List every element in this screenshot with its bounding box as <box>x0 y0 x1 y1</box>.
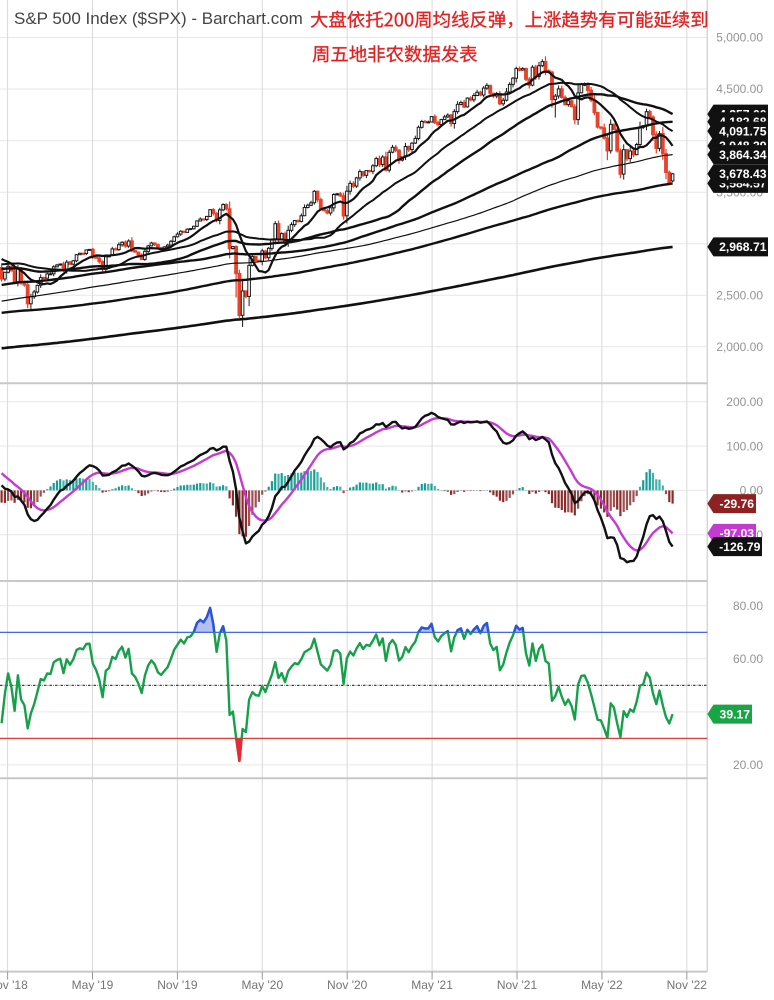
svg-text:S&P 500 Index ($SPX) - Barchar: S&P 500 Index ($SPX) - Barchart.com <box>14 9 303 28</box>
svg-text:5,000.00: 5,000.00 <box>716 31 763 45</box>
svg-text:Nov '20: Nov '20 <box>327 978 368 992</box>
svg-text:3,678.43: 3,678.43 <box>719 167 767 181</box>
svg-text:-126.79: -126.79 <box>719 540 761 554</box>
svg-text:Nov '19: Nov '19 <box>157 978 198 992</box>
svg-text:May '20: May '20 <box>241 978 283 992</box>
svg-text:-29.76: -29.76 <box>720 497 755 511</box>
svg-text:80.00: 80.00 <box>733 599 763 613</box>
svg-text:May '19: May '19 <box>72 978 114 992</box>
svg-text:May '22: May '22 <box>581 978 623 992</box>
svg-text:3,864.34: 3,864.34 <box>719 148 767 162</box>
svg-text:200.00: 200.00 <box>726 395 763 409</box>
svg-text:Nov '22: Nov '22 <box>667 978 708 992</box>
svg-text:Nov '18: Nov '18 <box>0 978 28 992</box>
svg-text:2,968.71: 2,968.71 <box>719 240 767 254</box>
svg-text:39.17: 39.17 <box>720 707 751 721</box>
svg-text:2,000.00: 2,000.00 <box>716 340 763 354</box>
svg-text:60.00: 60.00 <box>733 652 763 666</box>
svg-text:100.00: 100.00 <box>726 439 763 453</box>
svg-text:2,500.00: 2,500.00 <box>716 288 763 302</box>
svg-text:May '21: May '21 <box>411 978 453 992</box>
svg-text:20.00: 20.00 <box>733 758 763 772</box>
svg-text:4,091.75: 4,091.75 <box>719 124 767 138</box>
svg-text:Nov '21: Nov '21 <box>497 978 538 992</box>
svg-text:4,500.00: 4,500.00 <box>716 82 763 96</box>
